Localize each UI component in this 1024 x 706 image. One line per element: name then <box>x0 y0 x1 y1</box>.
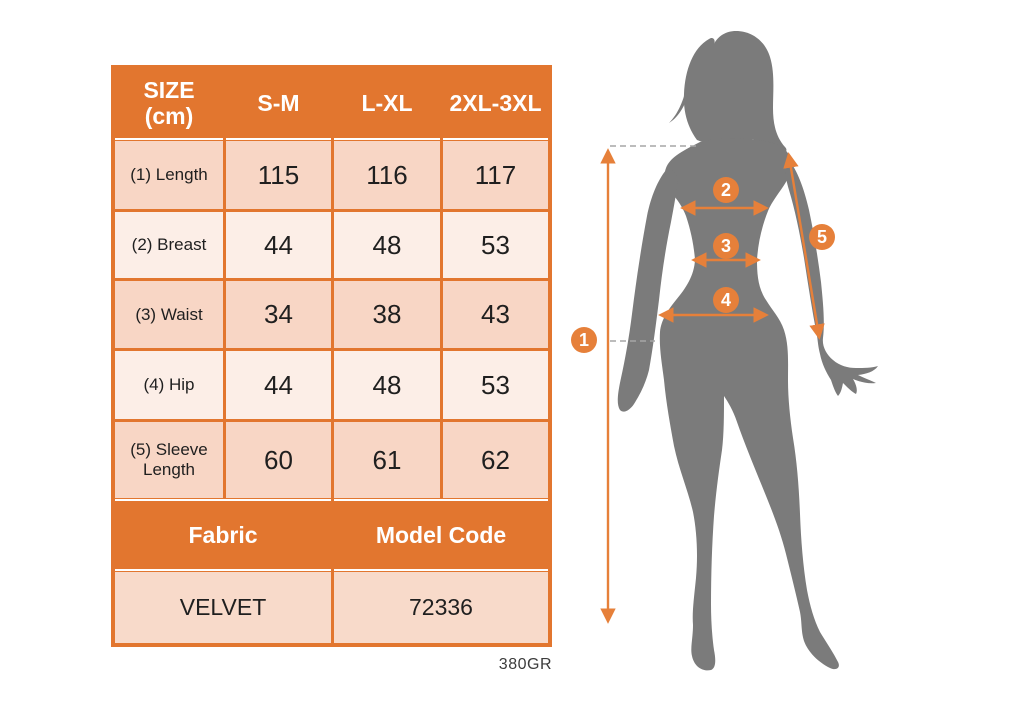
column-header-lxl: L-XL <box>334 69 440 138</box>
weight-note: 380GR <box>498 656 552 673</box>
marker-badges: 1 2 3 4 5 <box>571 177 835 353</box>
sleeve-value-sm: 60 <box>226 422 331 498</box>
measurement-arrows <box>600 148 825 624</box>
row-label-sleeve-length: (5) Sleeve Length <box>115 422 223 498</box>
marker-circle-5 <box>809 224 835 250</box>
marker-number-5: 5 <box>817 227 827 247</box>
waist-value-sm: 34 <box>226 281 331 348</box>
marker-circle-4 <box>713 287 739 313</box>
sleeve-value-lxl: 61 <box>334 422 440 498</box>
waist-value-lxl: 38 <box>334 281 440 348</box>
row-label-waist: (3) Waist <box>115 281 223 348</box>
row-label-hip: (4) Hip <box>115 351 223 419</box>
length-value-sm: 115 <box>226 141 331 209</box>
row-label-length: (1) Length <box>115 141 223 209</box>
breast-value-2xl3xl: 53 <box>443 212 548 278</box>
marker-number-2: 2 <box>721 180 731 200</box>
model-code-value: 72336 <box>334 572 548 643</box>
silhouette-torso-legs <box>659 138 839 671</box>
fabric-value: VELVET <box>115 572 331 643</box>
hip-value-2xl3xl: 53 <box>443 351 548 419</box>
model-code-header: Model Code <box>334 501 548 569</box>
size-unit-header: SIZE (cm) <box>115 69 223 138</box>
marker-number-1: 1 <box>579 330 589 350</box>
marker-number-4: 4 <box>721 290 731 310</box>
silhouette-hair-strand <box>669 84 690 123</box>
sleeve-value-2xl3xl: 62 <box>443 422 548 498</box>
measurement-diagram: 1 2 3 4 5 <box>571 31 878 671</box>
silhouette-left-arm <box>617 169 678 412</box>
sleeve-arrow <box>783 152 825 340</box>
breast-value-lxl: 48 <box>334 212 440 278</box>
silhouette-right-arm <box>785 160 878 396</box>
size-table: SIZE (cm) S-M L-XL 2XL-3XL (1) Length 11… <box>111 65 552 647</box>
waist-value-2xl3xl: 43 <box>443 281 548 348</box>
column-header-sm: S-M <box>226 69 331 138</box>
marker-circle-1 <box>571 327 597 353</box>
woman-silhouette-icon <box>617 31 878 671</box>
column-header-2xl3xl: 2XL-3XL <box>443 69 548 138</box>
marker-number-3: 3 <box>721 236 731 256</box>
hip-value-sm: 44 <box>226 351 331 419</box>
silhouette-head <box>683 31 787 153</box>
marker-circle-2 <box>713 177 739 203</box>
breast-value-sm: 44 <box>226 212 331 278</box>
length-value-lxl: 116 <box>334 141 440 209</box>
row-label-breast: (2) Breast <box>115 212 223 278</box>
fabric-header: Fabric <box>115 501 331 569</box>
marker-circle-3 <box>713 233 739 259</box>
hip-value-lxl: 48 <box>334 351 440 419</box>
length-value-2xl3xl: 117 <box>443 141 548 209</box>
size-unit-header-line1: SIZE <box>143 76 195 103</box>
size-unit-header-line2: (cm) <box>144 102 194 129</box>
